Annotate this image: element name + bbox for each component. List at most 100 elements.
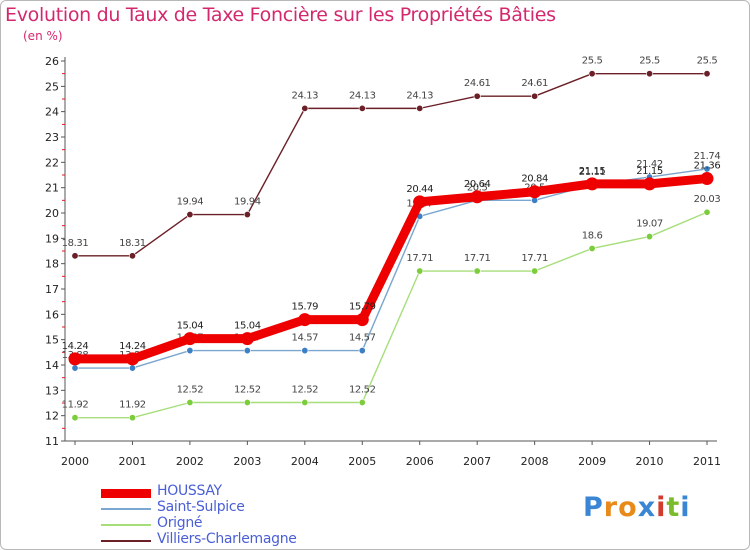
data-point xyxy=(646,70,654,78)
data-point xyxy=(243,211,251,219)
data-label: 11.92 xyxy=(119,400,146,411)
data-label: 12.52 xyxy=(291,384,318,395)
data-point xyxy=(700,172,714,186)
y-tick-label: 14 xyxy=(45,359,59,372)
data-point xyxy=(243,398,251,406)
y-tick-label: 19 xyxy=(45,232,59,245)
data-label: 14.24 xyxy=(62,341,89,352)
y-tick-label: 15 xyxy=(45,334,59,347)
data-point xyxy=(186,398,194,406)
data-point xyxy=(71,414,79,422)
chart-subtitle: (en %) xyxy=(23,29,63,43)
data-label: 25.5 xyxy=(697,56,718,67)
logo-letter: i xyxy=(656,492,667,523)
data-label: 17.71 xyxy=(521,253,548,264)
data-label: 20.64 xyxy=(464,179,491,190)
data-point xyxy=(355,313,369,327)
proxiti-logo: Proxiti xyxy=(583,492,691,523)
data-point xyxy=(703,70,711,78)
x-tick-label: 2005 xyxy=(348,455,376,468)
data-point xyxy=(358,347,366,355)
legend-label-origne: Origné xyxy=(157,515,203,531)
axes: 11 12 13 14 15 16 17 18 19 20 21 22 23 24 25 26 2000 2001… xyxy=(45,55,721,468)
data-point xyxy=(643,177,657,191)
y-tick-label: 13 xyxy=(45,384,59,397)
data-point xyxy=(128,414,136,422)
data-label: 15.04 xyxy=(177,321,204,332)
y-tick-label: 18 xyxy=(45,258,59,271)
data-point xyxy=(183,332,197,346)
legend-swatch-origne xyxy=(101,524,151,526)
data-label: 19.07 xyxy=(636,219,663,230)
series-line xyxy=(75,174,708,364)
data-label: 25.5 xyxy=(582,56,603,67)
data-point xyxy=(413,195,427,209)
data-point xyxy=(301,398,309,406)
x-tick-label: 2002 xyxy=(176,455,204,468)
legend-label-villiers-charlemagne: Villiers-Charlemagne xyxy=(157,531,297,547)
series-villiers-charlemagne: 18.31 18.31 19.94 19.94 24.13 24.13 24.13 24.61… xyxy=(62,56,718,260)
x-tick-label: 2007 xyxy=(463,455,491,468)
data-label: 21.36 xyxy=(694,161,721,172)
data-point xyxy=(531,267,539,275)
data-point xyxy=(240,332,254,346)
logo-letter: o xyxy=(618,492,638,523)
data-point xyxy=(125,352,139,366)
data-point xyxy=(186,347,194,355)
data-label: 18.31 xyxy=(119,238,146,249)
x-tick-label: 2009 xyxy=(578,455,606,468)
data-label: 18.31 xyxy=(62,238,89,249)
data-point xyxy=(71,252,79,260)
data-label: 15.79 xyxy=(349,302,376,313)
data-point xyxy=(71,364,79,372)
data-point xyxy=(358,104,366,112)
data-label: 25.5 xyxy=(639,56,660,67)
data-label: 14.24 xyxy=(119,341,146,352)
data-label: 11.92 xyxy=(62,400,89,411)
legend-swatch-saint-sulpice xyxy=(101,508,151,510)
legend-label-saint-sulpice: Saint-Sulpice xyxy=(157,499,245,515)
data-point xyxy=(470,190,484,204)
y-tick-label: 11 xyxy=(45,435,59,448)
data-label: 14.57 xyxy=(349,333,376,344)
chart-title: Evolution du Taux de Taxe Foncière sur l… xyxy=(5,4,556,26)
x-tick-label: 2000 xyxy=(61,455,89,468)
data-label: 20.84 xyxy=(521,174,548,185)
series-line xyxy=(75,72,707,257)
data-label: 20.44 xyxy=(406,184,433,195)
data-point xyxy=(358,398,366,406)
x-tick-label: 2003 xyxy=(233,455,261,468)
logo-letter: t xyxy=(666,492,681,523)
data-point xyxy=(301,104,309,112)
data-point xyxy=(298,313,312,327)
data-point xyxy=(243,347,251,355)
data-label: 21.42 xyxy=(636,159,663,170)
data-label: 15.79 xyxy=(291,302,318,313)
data-label: 21.15 xyxy=(636,166,663,177)
data-point xyxy=(68,352,82,366)
y-tick-label: 22 xyxy=(45,156,59,169)
data-point xyxy=(473,267,481,275)
data-label: 19.94 xyxy=(234,197,261,208)
data-label: 12.52 xyxy=(349,384,376,395)
y-tick-label: 17 xyxy=(45,283,59,296)
data-point xyxy=(416,104,424,112)
logo-letter: x xyxy=(637,492,657,523)
logo-letter: i xyxy=(680,492,691,523)
y-tick-label: 26 xyxy=(45,55,59,68)
data-label: 15.04 xyxy=(234,321,261,332)
y-tick-label: 23 xyxy=(45,131,59,144)
data-label: 20.5 xyxy=(467,182,488,193)
legend-swatch-houssay xyxy=(101,489,151,498)
data-label: 20.03 xyxy=(694,194,721,205)
y-tick-label: 12 xyxy=(45,410,59,423)
data-label: 12.52 xyxy=(177,384,204,395)
series-layer: 18.31 18.31 19.94 19.94 24.13 24.13 24.13 24.61… xyxy=(62,56,721,422)
data-point xyxy=(128,252,136,260)
y-tick-label: 24 xyxy=(45,106,59,119)
data-label: 17.71 xyxy=(406,253,433,264)
data-point xyxy=(588,244,596,252)
logo-letter: r xyxy=(603,492,619,523)
data-point xyxy=(186,211,194,219)
